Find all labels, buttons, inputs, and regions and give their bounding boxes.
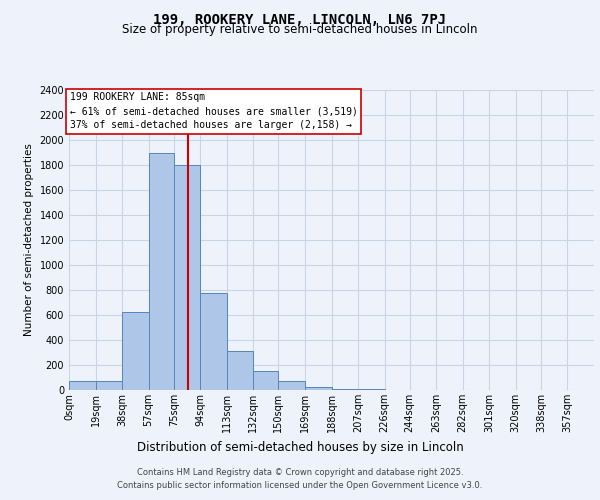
- Bar: [69, 380, 95, 390]
- Bar: [227, 351, 253, 390]
- Bar: [200, 293, 227, 390]
- Text: Distribution of semi-detached houses by size in Lincoln: Distribution of semi-detached houses by …: [137, 441, 463, 454]
- Bar: [253, 371, 278, 390]
- Bar: [305, 387, 331, 390]
- Text: Size of property relative to semi-detached houses in Lincoln: Size of property relative to semi-detach…: [122, 22, 478, 36]
- Bar: [149, 152, 174, 390]
- Text: 199, ROOKERY LANE, LINCOLN, LN6 7PJ: 199, ROOKERY LANE, LINCOLN, LN6 7PJ: [154, 12, 446, 26]
- Bar: [278, 380, 305, 390]
- Bar: [174, 165, 200, 390]
- Bar: [331, 389, 358, 390]
- Text: 199 ROOKERY LANE: 85sqm
← 61% of semi-detached houses are smaller (3,519)
37% of: 199 ROOKERY LANE: 85sqm ← 61% of semi-de…: [70, 92, 358, 130]
- Bar: [95, 380, 122, 390]
- Text: Contains HM Land Registry data © Crown copyright and database right 2025.: Contains HM Land Registry data © Crown c…: [137, 468, 463, 477]
- Text: Contains public sector information licensed under the Open Government Licence v3: Contains public sector information licen…: [118, 480, 482, 490]
- Y-axis label: Number of semi-detached properties: Number of semi-detached properties: [24, 144, 34, 336]
- Bar: [122, 312, 149, 390]
